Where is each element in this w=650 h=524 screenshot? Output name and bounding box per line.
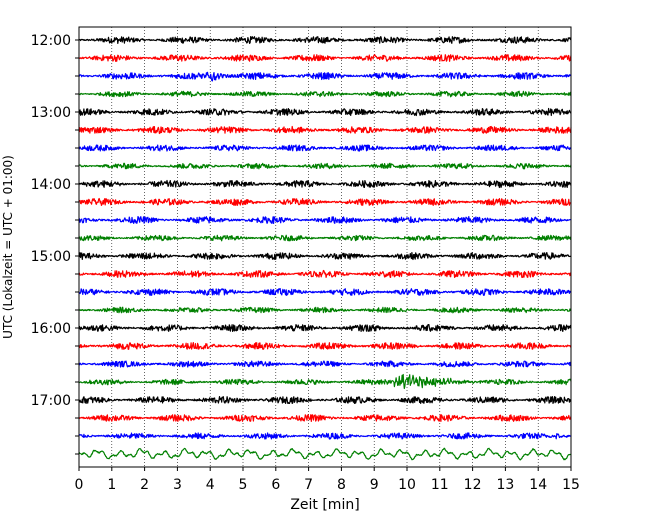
y-tick-label: 17:00 (31, 393, 71, 409)
x-tick-label: 6 (271, 477, 280, 493)
x-tick-label: 8 (337, 477, 346, 493)
y-axis-label: UTC (Lokalzeit = UTC + 01:00) (1, 155, 15, 339)
trace-line (78, 252, 572, 261)
x-tick-label: 3 (173, 477, 182, 493)
x-tick-layer: 0 1 2 3 4 5 6 7 8 9 10 11 12 13 14 15 (75, 467, 580, 493)
trace-line (78, 90, 572, 98)
trace-line (78, 125, 572, 135)
trace-line (78, 35, 572, 45)
trace-line (78, 288, 572, 296)
trace-line (78, 144, 572, 152)
trace-line (78, 107, 572, 117)
trace-line (78, 234, 572, 242)
trace-line (78, 373, 572, 390)
trace-line (78, 53, 572, 62)
trace-layer (78, 35, 572, 461)
trace-line (78, 197, 572, 206)
trace-line (78, 396, 572, 404)
x-axis-label: Zeit [min] (290, 497, 359, 513)
trace-line (78, 71, 572, 82)
trace-line (78, 306, 572, 314)
x-tick-label: 10 (398, 477, 416, 493)
x-tick-label: 2 (140, 477, 149, 493)
trace-line (78, 432, 572, 440)
plot-frame (78, 26, 572, 468)
x-tick-label: 12 (464, 477, 482, 493)
trace-line (78, 342, 572, 350)
y-tick-label: 15:00 (31, 249, 71, 265)
x-tick-label: 5 (239, 477, 248, 493)
grid-layer (111, 27, 539, 467)
x-tick-label: 14 (529, 477, 547, 493)
x-tick-label: 1 (107, 477, 116, 493)
trace-line (78, 414, 572, 422)
trace-line (78, 447, 572, 461)
y-tick-label: 14:00 (31, 177, 71, 193)
y-tick-label: 12:00 (31, 33, 71, 49)
trace-line (78, 179, 572, 189)
x-tick-label: 4 (206, 477, 215, 493)
trace-line (78, 269, 572, 278)
x-tick-label: 9 (370, 477, 379, 493)
trace-line (78, 360, 572, 368)
trace-line (78, 162, 572, 170)
y-tick-layer: 12:00 13:00 14:00 15:00 16:00 17:00 (31, 33, 79, 455)
x-tick-label: 13 (496, 477, 514, 493)
x-tick-label: 7 (304, 477, 313, 493)
x-tick-label: 15 (562, 477, 580, 493)
trace-line (78, 324, 572, 332)
y-tick-label: 16:00 (31, 321, 71, 337)
trace-line (78, 216, 572, 224)
x-tick-label: 0 (75, 477, 84, 493)
x-tick-label: 11 (431, 477, 449, 493)
y-tick-label: 13:00 (31, 105, 71, 121)
